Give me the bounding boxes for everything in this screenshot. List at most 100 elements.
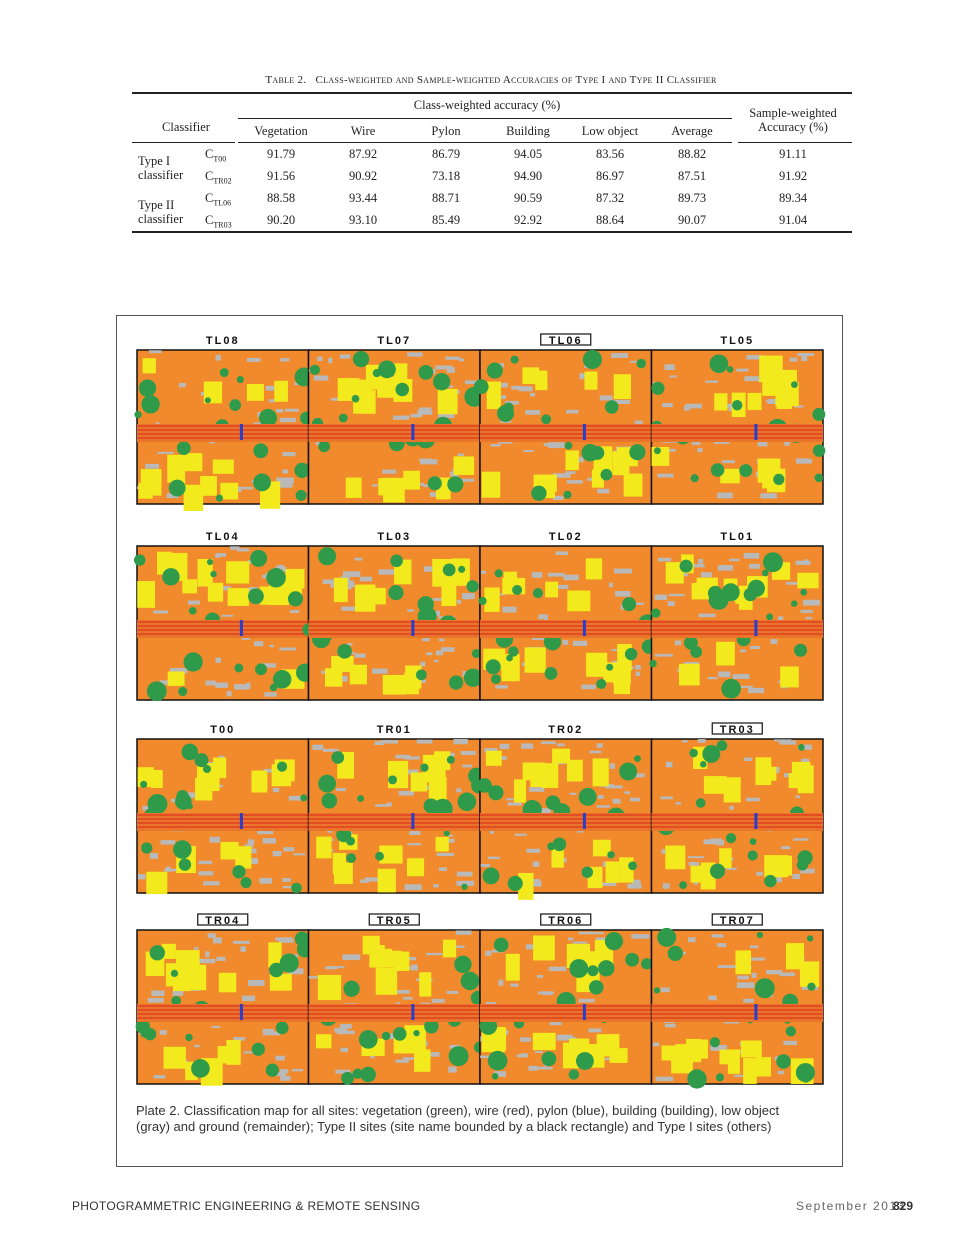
low-object xyxy=(279,417,296,423)
vegetation xyxy=(709,354,729,374)
low-object xyxy=(688,563,705,568)
site-label: TL01 xyxy=(720,531,754,543)
corridor xyxy=(308,1004,480,1022)
vegetation xyxy=(709,863,726,879)
low-object xyxy=(662,883,670,889)
low-object xyxy=(783,1040,797,1046)
vegetation xyxy=(269,683,278,692)
low-object xyxy=(604,1057,611,1061)
low-object xyxy=(749,945,759,949)
building xyxy=(146,871,168,894)
low-object xyxy=(438,867,447,871)
low-object xyxy=(703,839,721,845)
low-object xyxy=(407,843,422,846)
low-object xyxy=(563,574,579,581)
building xyxy=(665,562,684,584)
low-object xyxy=(280,358,290,362)
low-object xyxy=(172,990,184,996)
building xyxy=(181,453,203,472)
low-object xyxy=(148,350,162,354)
low-object xyxy=(697,558,704,564)
vegetation xyxy=(721,678,741,699)
low-object xyxy=(778,616,784,621)
building xyxy=(609,1048,628,1063)
vegetation xyxy=(183,652,203,672)
low-object xyxy=(665,761,673,768)
low-object xyxy=(275,408,284,413)
low-object xyxy=(520,1037,529,1042)
low-object xyxy=(722,403,738,409)
building xyxy=(756,1057,772,1077)
low-object xyxy=(732,674,750,679)
low-object xyxy=(218,586,232,591)
cell: 73.18 xyxy=(431,169,461,183)
vegetation xyxy=(607,851,615,859)
site-map xyxy=(307,738,488,894)
low-object xyxy=(330,397,342,401)
rule xyxy=(132,231,852,233)
low-object xyxy=(435,610,441,616)
vegetation xyxy=(473,379,489,395)
building xyxy=(235,846,252,869)
building xyxy=(382,674,406,695)
building xyxy=(161,943,176,959)
low-object xyxy=(797,353,815,357)
vegetation xyxy=(460,971,480,991)
low-object xyxy=(505,798,514,801)
low-object xyxy=(660,987,670,993)
low-object xyxy=(457,453,465,457)
low-object xyxy=(458,358,464,362)
low-object xyxy=(801,355,808,362)
building xyxy=(671,1056,693,1074)
vegetation xyxy=(448,1046,469,1067)
vegetation xyxy=(605,400,619,414)
cell: 90.20 xyxy=(266,213,296,227)
low-object xyxy=(187,600,200,605)
classifier: CT00 xyxy=(205,147,227,164)
low-object xyxy=(246,682,251,689)
vegetation xyxy=(291,882,302,894)
vegetation xyxy=(679,881,688,890)
building xyxy=(489,1027,507,1051)
low-object xyxy=(198,860,213,865)
vegetation xyxy=(600,468,613,481)
building xyxy=(661,1045,680,1061)
low-object xyxy=(207,933,216,938)
low-object xyxy=(263,768,280,773)
building xyxy=(316,836,332,859)
low-object xyxy=(537,808,551,814)
vegetation xyxy=(266,567,286,588)
vegetation xyxy=(667,945,683,962)
low-object xyxy=(547,572,565,577)
low-object xyxy=(237,486,242,493)
low-object xyxy=(279,647,296,651)
vegetation xyxy=(651,608,661,618)
low-object xyxy=(322,748,339,752)
cell: 86.97 xyxy=(595,169,625,183)
vegetation xyxy=(588,980,604,995)
low-object xyxy=(717,943,727,948)
vegetation xyxy=(143,1027,157,1041)
low-object xyxy=(282,469,288,474)
building xyxy=(522,367,540,385)
low-object xyxy=(489,828,494,834)
building xyxy=(387,760,409,789)
low-object xyxy=(529,392,536,397)
pylon xyxy=(754,813,758,829)
low-object xyxy=(282,877,291,882)
low-object xyxy=(341,606,356,611)
low-object xyxy=(284,408,299,412)
low-object xyxy=(237,548,249,552)
vegetation xyxy=(259,408,277,427)
low-object xyxy=(797,745,813,750)
cell: 85.49 xyxy=(431,213,461,227)
low-object xyxy=(205,951,210,958)
classifier: CTR03 xyxy=(205,213,232,230)
low-object xyxy=(269,644,274,648)
low-object xyxy=(448,838,455,843)
building xyxy=(623,473,643,497)
site-map xyxy=(135,929,314,1086)
low-object xyxy=(268,399,275,403)
low-object xyxy=(402,996,413,1000)
pylon xyxy=(582,1004,586,1020)
